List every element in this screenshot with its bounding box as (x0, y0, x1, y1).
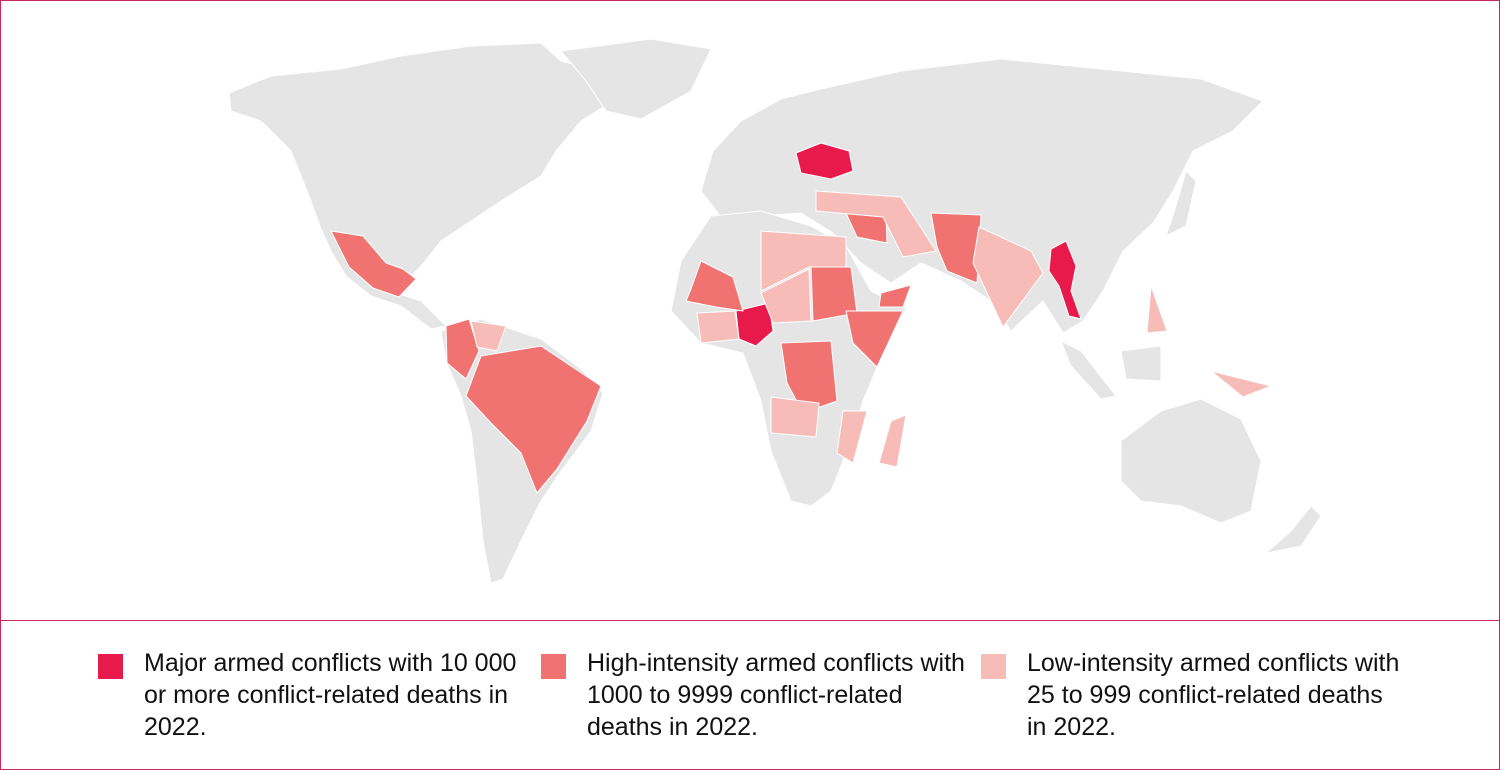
afghanistan-pakistan (930, 212, 982, 284)
brazil (465, 345, 602, 494)
mexico (330, 230, 417, 298)
india (972, 226, 1044, 328)
mozambique (836, 410, 868, 464)
divider (1, 620, 1499, 621)
legend-label: High-intensity armed conflicts with 1000… (587, 649, 965, 741)
mali-burkina (685, 260, 744, 312)
madagascar (878, 414, 907, 468)
borneo (1120, 345, 1162, 382)
venezuela (470, 320, 507, 352)
angola (770, 396, 820, 438)
north-africa (760, 230, 847, 292)
japan (1165, 170, 1197, 237)
conflict-countries (330, 142, 1273, 494)
new-zealand (1264, 505, 1322, 554)
philippines (1146, 285, 1168, 334)
legend-swatch (541, 654, 566, 679)
papua (1210, 370, 1273, 398)
greenland (560, 38, 712, 120)
ukraine (795, 142, 854, 180)
niger-chad (760, 268, 812, 324)
west-africa (696, 310, 740, 344)
iran-turkey (815, 190, 937, 258)
legend-label: Major armed conflicts with 10 000 or mor… (144, 649, 517, 741)
eurasia (700, 58, 1264, 334)
dr-congo (780, 340, 838, 414)
australia (1120, 398, 1262, 524)
north-america (228, 42, 622, 330)
world-map (228, 38, 1322, 584)
yemen (878, 284, 912, 308)
legend-swatch (981, 654, 1006, 679)
myanmar (1048, 240, 1082, 320)
legend-label: Low-intensity armed conflicts with 25 to… (1027, 649, 1400, 741)
sumatra (1060, 339, 1117, 400)
legend-swatch (98, 654, 123, 679)
ethiopia-somalia (845, 310, 904, 368)
colombia (445, 318, 480, 380)
